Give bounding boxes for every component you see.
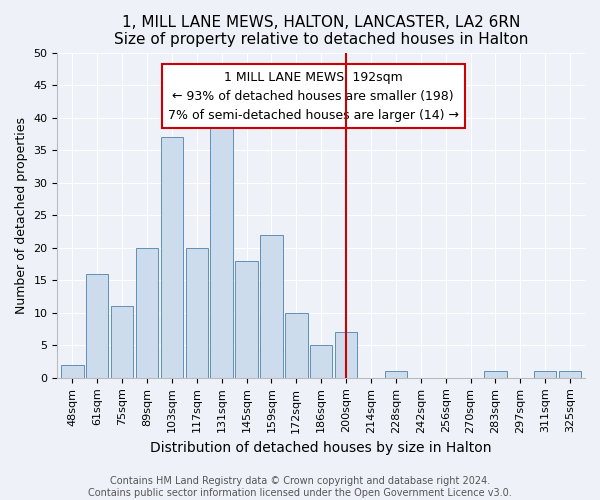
Bar	[61, 365, 83, 378]
Bar	[161, 138, 183, 378]
Title: 1, MILL LANE MEWS, HALTON, LANCASTER, LA2 6RN
Size of property relative to detac: 1, MILL LANE MEWS, HALTON, LANCASTER, LA…	[114, 15, 529, 48]
Bar	[235, 261, 258, 378]
Bar	[111, 306, 133, 378]
Bar	[335, 332, 357, 378]
Bar	[86, 274, 109, 378]
Bar	[385, 372, 407, 378]
Text: 1 MILL LANE MEWS: 192sqm
← 93% of detached houses are smaller (198)
7% of semi-d: 1 MILL LANE MEWS: 192sqm ← 93% of detach…	[168, 70, 459, 122]
Bar	[136, 248, 158, 378]
Bar	[310, 346, 332, 378]
Bar	[484, 372, 506, 378]
Bar	[559, 372, 581, 378]
Bar	[534, 372, 556, 378]
Text: Contains HM Land Registry data © Crown copyright and database right 2024.
Contai: Contains HM Land Registry data © Crown c…	[88, 476, 512, 498]
Bar	[185, 248, 208, 378]
Bar	[285, 313, 308, 378]
Bar	[211, 118, 233, 378]
Bar	[260, 235, 283, 378]
X-axis label: Distribution of detached houses by size in Halton: Distribution of detached houses by size …	[151, 441, 492, 455]
Y-axis label: Number of detached properties: Number of detached properties	[15, 117, 28, 314]
